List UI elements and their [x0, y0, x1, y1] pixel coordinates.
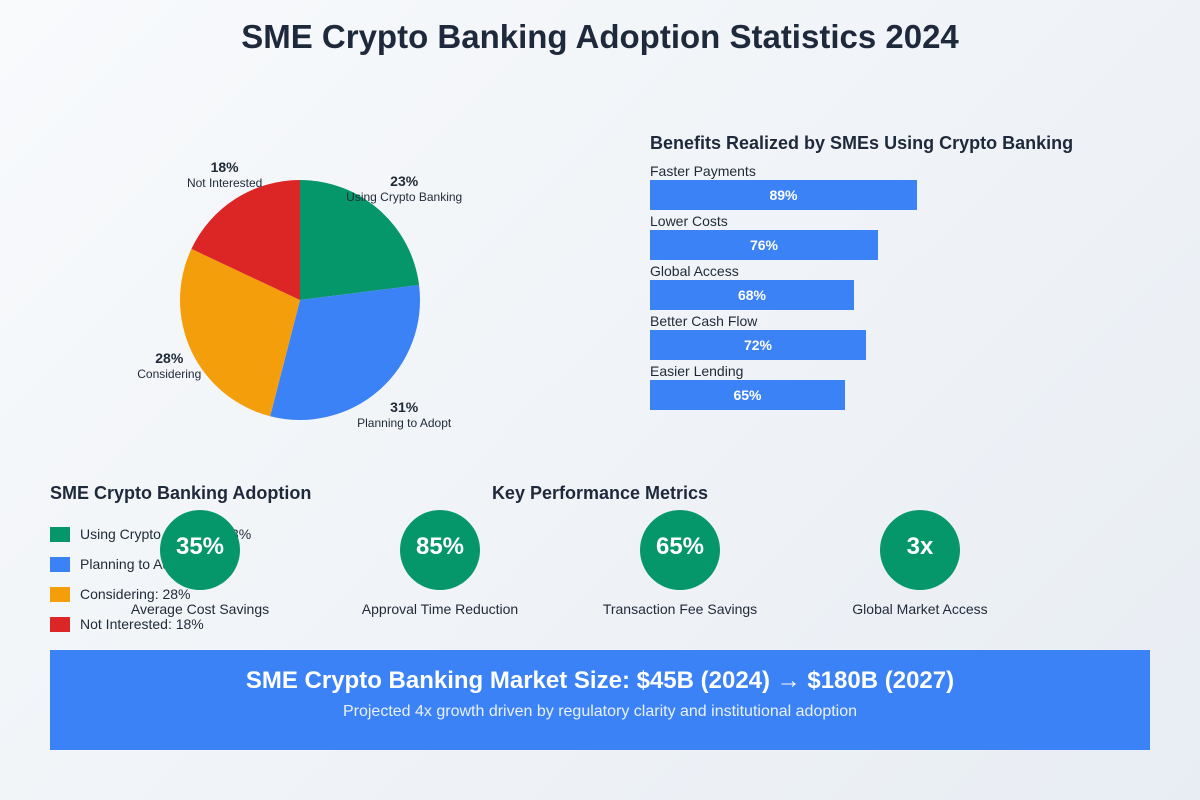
pie-label-name: Not Interested [186, 176, 263, 191]
pie-slice-using-crypto-banking [300, 180, 420, 300]
pie-label-value: 31% [390, 398, 419, 415]
kpi-global-market-access: 3x Global Market Access [820, 510, 1020, 617]
adoption-pie-chart [179, 180, 420, 420]
pie-slice-considering [179, 248, 300, 417]
kpi-value: 65% [640, 510, 720, 590]
banner-subtext: Projected 4x growth driven by regulatory… [342, 703, 858, 720]
bar-chart-title: Benefits Realized by SMEs Using Crypto B… [650, 133, 1074, 153]
kpi-section-title: Key Performance Metrics [491, 483, 709, 503]
page-title: SME Crypto Banking Adoption Statistics 2… [241, 18, 959, 55]
bar-row-faster-payments: Faster Payments 89% [650, 162, 1150, 212]
bar-category-label: Better Cash Flow [650, 313, 758, 329]
bar-faster-payments: 89% [650, 180, 917, 210]
legend-label: Not Interested: 18% [80, 616, 204, 632]
banner-headline: SME Crypto Banking Market Size: $45B (20… [245, 667, 955, 694]
pie-slice-not-interested [191, 180, 300, 300]
pie-label-planning-to-adopt: 31% Planning to Adopt [314, 399, 494, 430]
kpi-value: 35% [160, 510, 240, 590]
pie-label-name: Planning to Adopt [357, 415, 452, 430]
legend-swatch [50, 587, 70, 602]
pie-label-value: 28% [155, 349, 184, 366]
legend-title: SME Crypto Banking Adoption [50, 483, 312, 503]
bar-better-cash-flow: 72% [650, 330, 866, 360]
bar-global-access: 68% [650, 280, 854, 310]
bar-category-label: Easier Lending [650, 363, 744, 379]
bar-row-easier-lending: Easier Lending 65% [650, 362, 1150, 412]
kpi-value: 3x [880, 510, 960, 590]
bar-row-global-access: Global Access 68% [650, 262, 1150, 312]
legend-swatch [50, 527, 70, 542]
bar-category-label: Faster Payments [650, 163, 756, 179]
kpi-approval-time-reduction: 85% Approval Time Reduction [340, 510, 540, 617]
bar-category-label: Lower Costs [650, 213, 728, 229]
pie-label-value: 23% [390, 173, 419, 190]
legend-swatch [50, 557, 70, 572]
bar-category-label: Global Access [650, 263, 739, 279]
benefits-bar-chart: Benefits Realized by SMEs Using Crypto B… [650, 133, 1150, 412]
legend-item: Considering: 28% [50, 586, 350, 617]
kpi-label: Global Market Access [852, 601, 988, 617]
legend-label: Considering: 28% [80, 586, 191, 602]
pie-slice-planning-to-adopt [270, 284, 420, 420]
legend-item: Not Interested: 18% [50, 616, 350, 647]
kpi-value: 85% [400, 510, 480, 590]
kpi-label: Average Cost Savings [130, 601, 270, 617]
kpi-label: Transaction Fee Savings [602, 601, 758, 617]
bar-easier-lending: 65% [650, 380, 845, 410]
bar-row-lower-costs: Lower Costs 76% [650, 212, 1150, 262]
pie-label-using-crypto-banking: 23% Using Crypto Banking [314, 173, 494, 204]
legend-swatch [50, 617, 70, 632]
kpi-label: Approval Time Reduction [361, 601, 519, 617]
pie-label-considering: 28% Considering [79, 350, 259, 381]
kpi-transaction-fee-savings: 65% Transaction Fee Savings [580, 510, 780, 617]
bar-row-better-cash-flow: Better Cash Flow 72% [650, 312, 1150, 362]
pie-label-name: Considering [137, 366, 202, 381]
pie-label-value: 18% [210, 159, 239, 176]
kpi-average-cost-savings: 35% Average Cost Savings [100, 510, 300, 617]
pie-label-name: Using Crypto Banking [346, 190, 463, 205]
bar-lower-costs: 76% [650, 230, 878, 260]
pie-label-not-interested: 18% Not Interested [135, 159, 315, 190]
market-size-banner: SME Crypto Banking Market Size: $45B (20… [50, 650, 1150, 750]
bar-rows: Faster Payments 89% Lower Costs 76% Global A… [650, 162, 1150, 412]
